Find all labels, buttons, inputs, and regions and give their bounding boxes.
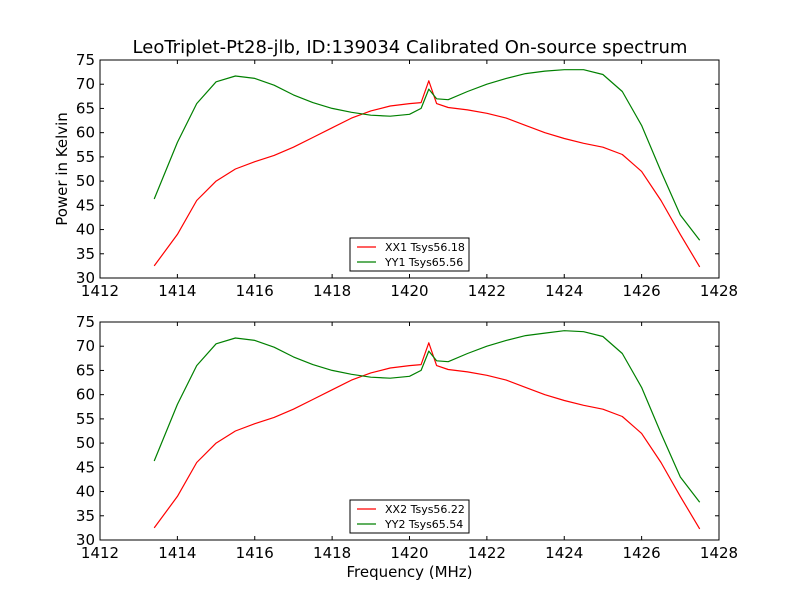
legend: XX2 Tsys56.22 YY2 Tsys65.54 (349, 499, 470, 534)
y-tick-label: 60 (76, 386, 95, 404)
y-tick-label: 40 (76, 483, 95, 501)
x-tick-label: 1422 (468, 544, 506, 562)
legend-label: XX2 Tsys56.22 (385, 503, 465, 516)
y-axis-label: Power in Kelvin (53, 112, 71, 226)
legend-label: XX1 Tsys56.18 (385, 241, 465, 254)
y-tick-label: 50 (76, 172, 95, 190)
x-tick-label: 1424 (545, 544, 583, 562)
y-tick-label: 30 (76, 531, 95, 549)
subplot-2: 1412 1414 1416 1418 1420 1422 1424 1426 1428 30 35… (76, 313, 738, 581)
y-tick-label: 45 (76, 196, 95, 214)
y-tick-label: 45 (76, 458, 95, 476)
y-tick-label: 55 (76, 410, 95, 428)
x-tick-label: 1426 (623, 282, 661, 300)
series-line-yy1 (153, 69, 701, 241)
x-tick-label: 1416 (236, 544, 274, 562)
legend-label: YY1 Tsys65.56 (384, 256, 463, 269)
x-tick-label: 1420 (390, 282, 428, 300)
y-tick-label: 35 (76, 507, 95, 525)
x-tick-label: 1418 (313, 544, 351, 562)
x-tick-label: 1422 (468, 282, 506, 300)
x-tick-label: 1416 (236, 282, 274, 300)
y-tick-label: 75 (76, 313, 95, 331)
series-line-xx1 (153, 80, 701, 268)
x-tick-label: 1426 (623, 544, 661, 562)
x-tick-label: 1418 (313, 282, 351, 300)
y-tick-label: 40 (76, 221, 95, 239)
x-tick-label: 1424 (545, 282, 583, 300)
legend: XX1 Tsys56.18 YY1 Tsys65.56 (349, 237, 470, 272)
y-tick-label: 30 (76, 269, 95, 287)
legend-box (349, 237, 470, 272)
y-tick-label: 65 (76, 361, 95, 379)
x-tick-label: 1420 (390, 544, 428, 562)
x-tick-label: 1412 (81, 544, 119, 562)
series-line-xx2 (153, 342, 701, 530)
chart-title: LeoTriplet-Pt28-jlb, ID:139034 Calibrate… (133, 37, 688, 58)
y-tick-label: 55 (76, 148, 95, 166)
y-tick-label: 75 (76, 51, 95, 69)
y-tick-label: 65 (76, 99, 95, 117)
x-tick-label: 1414 (158, 544, 196, 562)
x-tick-label: 1428 (700, 544, 738, 562)
x-axis-label: Frequency (MHz) (346, 563, 472, 581)
x-tick-label: 1414 (158, 282, 196, 300)
y-tick-label: 35 (76, 245, 95, 263)
x-tick-label: 1412 (81, 282, 119, 300)
y-tick-label: 70 (76, 337, 95, 355)
legend-label: YY2 Tsys65.54 (384, 518, 463, 531)
y-tick-label: 70 (76, 75, 95, 93)
legend-box (349, 499, 470, 534)
x-tick-label: 1428 (700, 282, 738, 300)
series-line-yy2 (153, 330, 701, 503)
y-tick-label: 60 (76, 124, 95, 142)
subplot-1: 1412 1414 1416 1418 1420 1422 1424 1426 1428 30 35… (53, 51, 738, 300)
y-tick-label: 50 (76, 434, 95, 452)
